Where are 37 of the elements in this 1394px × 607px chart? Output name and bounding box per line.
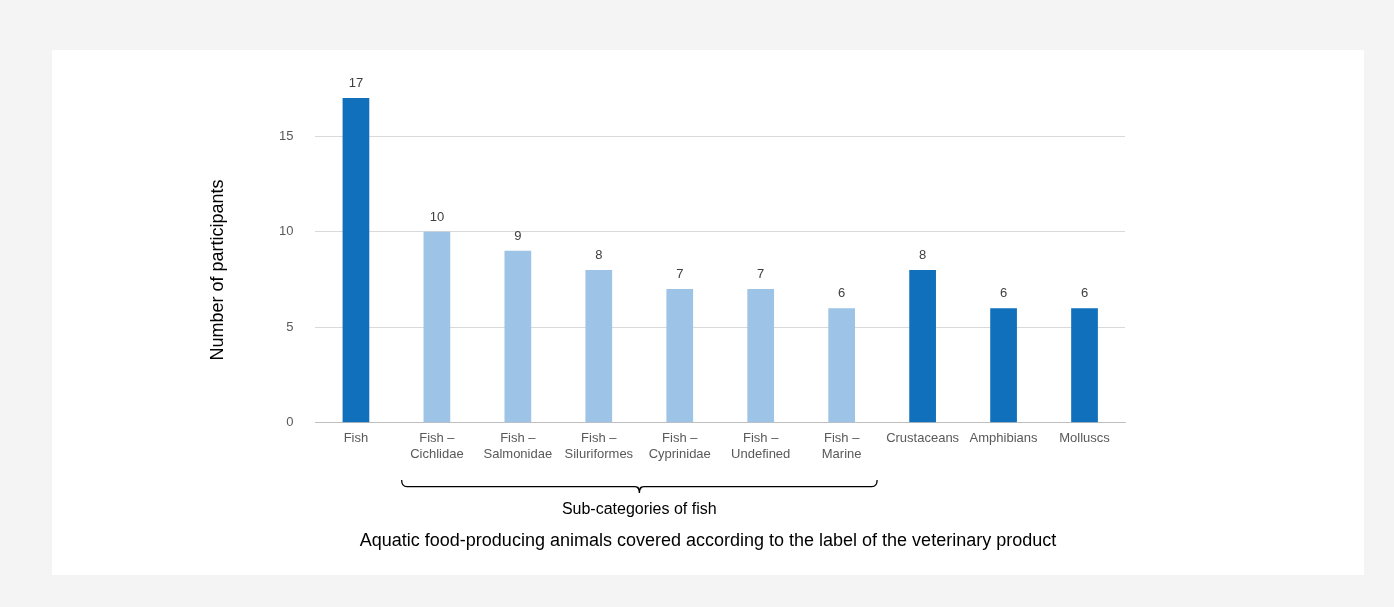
x-tick-label: Crustaceans <box>886 430 960 446</box>
x-tick-label: Amphibians <box>969 430 1039 446</box>
bar <box>423 231 451 423</box>
bar <box>504 250 532 423</box>
x-axis-title: Aquatic food-producing animals covered according to the label of the veterinary product <box>358 530 1058 551</box>
data-label: 9 <box>514 227 522 243</box>
data-label: 10 <box>429 208 445 224</box>
y-tick-label: 15 <box>278 127 294 143</box>
text: Sub-categories of fish <box>561 500 717 518</box>
x-tick-label: Fish – Undefined <box>731 430 791 461</box>
data-label: 8 <box>595 247 603 263</box>
bar <box>666 289 694 423</box>
x-tick-label: Fish – Marine <box>821 430 862 461</box>
bar <box>1071 308 1098 423</box>
x-tick-label: Fish – Salmonidae <box>483 430 553 461</box>
x-tick-label: Fish – Cyprinidae <box>648 430 711 461</box>
data-label: 6 <box>1080 285 1089 301</box>
x-tick-label: Fish – Cichlidae <box>410 430 464 461</box>
y-tick-label: 10 <box>278 223 294 239</box>
data-label: 17 <box>348 75 364 91</box>
data-label: 7 <box>757 266 765 282</box>
y-axis-title: Number of participants <box>206 179 228 361</box>
bar <box>342 98 370 423</box>
y-tick-label: 5 <box>286 318 294 334</box>
x-tick-label: Fish <box>343 430 369 446</box>
data-label: 6 <box>838 285 846 301</box>
y-tick-label: 0 <box>286 414 294 430</box>
bar <box>990 308 1017 423</box>
data-label: 7 <box>676 266 684 282</box>
x-tick-label: Fish – Siluriformes <box>564 430 634 461</box>
data-label: 6 <box>999 285 1008 301</box>
data-label: 8 <box>919 247 927 263</box>
bar <box>828 308 856 423</box>
bar <box>747 289 775 423</box>
x-tick-label: Molluscs <box>1059 430 1111 446</box>
bar <box>909 269 936 423</box>
bar <box>585 269 613 423</box>
